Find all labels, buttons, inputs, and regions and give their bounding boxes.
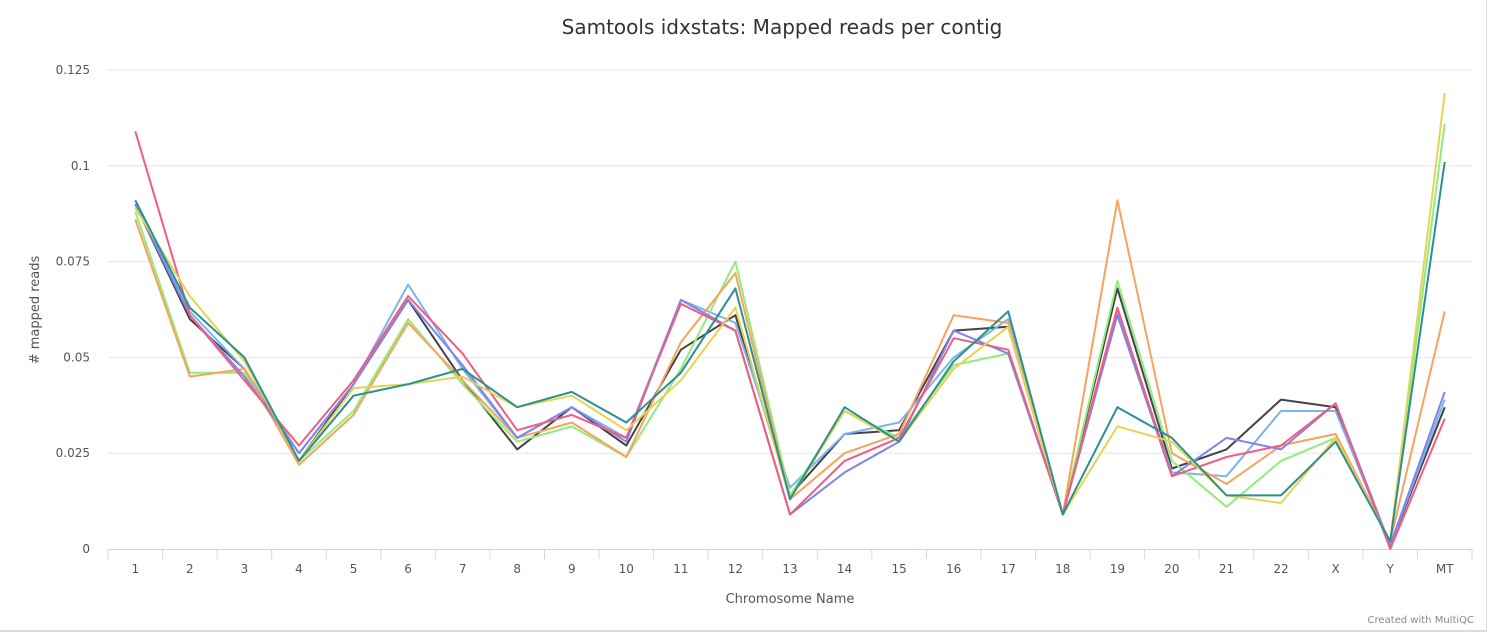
y-axis-label: # mapped reads [28,255,43,364]
series-line[interactable] [134,161,1446,543]
x-tick-label: 7 [459,562,467,576]
x-axis: 1 2 3 4 5 6 7 8 9 10 11 12 13 14 15 16 17 18 19 20 21 22 X Y MT [107,549,1473,576]
x-tick-label: MT [1436,562,1454,576]
chart-title: Samtools idxstats: Mapped reads per cont… [562,15,1003,39]
series-7[interactable] [134,161,1446,543]
x-tick-label: Y [1385,562,1394,576]
credit-link[interactable]: Created with MultiQC [1368,615,1474,626]
x-tick-label: 19 [1110,562,1125,576]
y-tick-label: 0.075 [56,255,90,269]
series-line[interactable] [134,92,1446,543]
x-tick-label: 14 [837,562,852,576]
grid [108,69,1472,454]
x-tick-label: 20 [1164,562,1179,576]
x-tick-label: 10 [619,562,634,576]
x-tick-label: 18 [1055,562,1070,576]
x-tick-label: 5 [350,562,358,576]
x-tick-label: 8 [513,562,521,576]
x-tick-label: 9 [568,562,576,576]
x-tick-label: 22 [1273,562,1288,576]
y-tick-label: 0 [82,542,90,556]
x-tick-label: 4 [295,562,303,576]
x-tick-label: 13 [782,562,797,576]
x-tick-label: 17 [1001,562,1016,576]
series-line[interactable] [134,123,1446,543]
x-tick-label: 3 [241,562,249,576]
series-2[interactable] [134,123,1446,543]
series-line[interactable] [134,131,1446,550]
y-tick-label: 0.05 [63,350,90,364]
y-tick-label: 0.1 [71,159,90,173]
x-tick-label: 21 [1219,562,1234,576]
x-tick-label: 16 [946,562,961,576]
series-3[interactable] [134,199,1446,543]
y-tick-label: 0.025 [56,446,90,460]
x-tick-label: 1 [131,562,139,576]
x-tick-label: 11 [673,562,688,576]
x-tick-label: 12 [728,562,743,576]
series-lines [134,92,1446,550]
x-tick-label: X [1331,562,1339,576]
series-5[interactable] [134,130,1446,550]
series-6[interactable] [134,92,1446,543]
x-tick-label: 2 [186,562,194,576]
series-line[interactable] [134,199,1446,543]
x-tick-label: 6 [404,562,412,576]
y-tick-label: 0.125 [56,63,90,77]
x-tick-label: 15 [891,562,906,576]
x-axis-label: Chromosome Name [726,592,855,607]
y-axis: 0 0.025 0.05 0.075 0.1 0.125 [56,63,90,556]
